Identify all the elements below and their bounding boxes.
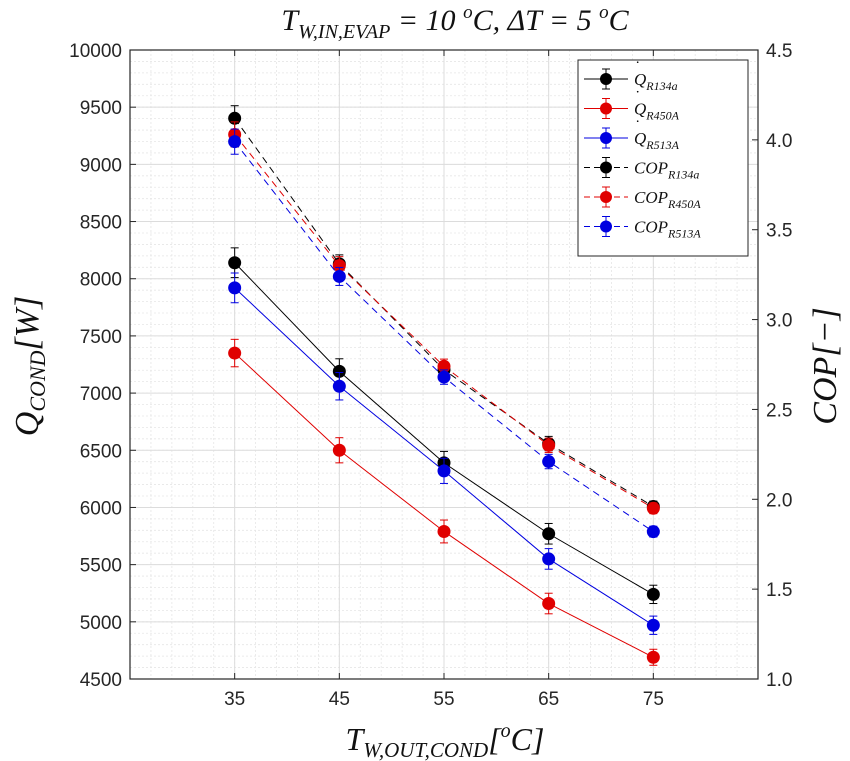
y-tick-label: 4500 bbox=[80, 670, 122, 691]
y-tick-label: 7000 bbox=[80, 384, 122, 405]
data-point-cop-r450a bbox=[542, 438, 556, 452]
series-layer bbox=[228, 105, 660, 666]
legend-label: COPR513A bbox=[634, 218, 701, 241]
data-point-q-r513a bbox=[542, 552, 556, 566]
series-q-r450a bbox=[228, 338, 660, 666]
x-tick-label: 55 bbox=[433, 689, 454, 710]
y2-tick-label: 3.0 bbox=[766, 311, 792, 332]
data-point-q-r134a bbox=[228, 256, 242, 270]
chart-title: TW,IN,EVAP = 10 oC, ΔT = 5 oC bbox=[281, 2, 629, 43]
y-tick-label: 9000 bbox=[80, 155, 122, 176]
y-tick-label: 5500 bbox=[80, 556, 122, 577]
x-tick-label: 35 bbox=[224, 689, 245, 710]
axis-ticks: 35 45 55 65 75 4500 5000 5500 6000 6500 7000 7500 80… bbox=[69, 41, 792, 710]
y2-tick-label: 1.5 bbox=[766, 580, 792, 601]
legend-label: QR134a bbox=[634, 70, 678, 93]
series-cop-r513a bbox=[228, 128, 660, 539]
legend-item-cop-r450a: COPR450A bbox=[584, 186, 701, 211]
data-point-cop-r513a bbox=[332, 269, 346, 283]
data-point-q-r450a bbox=[228, 346, 242, 360]
y-tick-label: 8000 bbox=[80, 270, 122, 291]
data-point-q-r134a bbox=[646, 587, 660, 601]
y2-tick-label: 4.0 bbox=[766, 131, 792, 152]
legend-item-q-r513a: QR513A˙ bbox=[584, 118, 680, 152]
legend-item-q-r134a: QR134a˙ bbox=[584, 59, 678, 93]
legend-label: COPR134a bbox=[634, 159, 699, 182]
data-point-q-r513a bbox=[646, 618, 660, 632]
data-point-cop-r513a bbox=[228, 135, 242, 149]
data-point-q-r450a bbox=[542, 597, 556, 611]
x-tick-label: 65 bbox=[538, 689, 559, 710]
y-tick-label: 7500 bbox=[80, 327, 122, 348]
data-point-q-r450a bbox=[646, 650, 660, 664]
data-point-q-r134a bbox=[542, 527, 556, 541]
data-point-q-r450a bbox=[332, 443, 346, 457]
data-point-cop-r513a bbox=[646, 525, 660, 539]
svg-text:COP[−]: COP[−] bbox=[807, 307, 844, 424]
y-axis-label: QCOND[W] ˙ bbox=[0, 296, 50, 443]
data-point-cop-r450a bbox=[332, 259, 346, 273]
legend-item-cop-r513a: COPR513A bbox=[584, 216, 701, 241]
y-tick-label: 6000 bbox=[80, 498, 122, 519]
y2-tick-label: 2.5 bbox=[766, 400, 792, 421]
y2-tick-label: 3.5 bbox=[766, 221, 792, 242]
legend-label: COPR450A bbox=[634, 188, 701, 211]
data-point-q-r134a bbox=[332, 364, 346, 378]
y-tick-label: 9500 bbox=[80, 98, 122, 119]
legend-marker bbox=[600, 132, 612, 144]
x-axis-label: TW,OUT,COND[oC] bbox=[346, 720, 545, 761]
legend-item-q-r450a: QR450A˙ bbox=[584, 89, 680, 123]
y2-tick-label: 2.0 bbox=[766, 490, 792, 511]
svg-text:QCOND[W]: QCOND[W] bbox=[9, 296, 50, 436]
y2-tick-label: 4.5 bbox=[766, 41, 792, 62]
data-point-q-r513a bbox=[228, 281, 242, 295]
data-point-cop-r513a bbox=[542, 455, 556, 469]
legend-marker bbox=[600, 102, 612, 115]
y2-tick-label: 1.0 bbox=[766, 670, 792, 691]
y-tick-label: 5000 bbox=[80, 613, 122, 634]
data-point-cop-r450a bbox=[646, 501, 660, 515]
data-point-cop-r513a bbox=[437, 370, 451, 384]
y-tick-label: 8500 bbox=[80, 213, 122, 234]
legend-label: QR513A bbox=[634, 129, 680, 152]
legend-marker bbox=[600, 220, 612, 233]
data-point-q-r513a bbox=[437, 464, 451, 478]
legend-dot: ˙ bbox=[635, 89, 640, 106]
q-dot: ˙ bbox=[0, 434, 15, 443]
legend-dot: ˙ bbox=[635, 59, 640, 76]
y-tick-label: 6500 bbox=[80, 441, 122, 462]
x-tick-label: 75 bbox=[643, 689, 664, 710]
legend-item-cop-r134a: COPR134a bbox=[584, 157, 699, 182]
y2-axis-label: COP[−] bbox=[807, 307, 844, 424]
legend: QR134a˙QR450A˙QR513A˙COPR134aCOPR450ACOP… bbox=[577, 59, 749, 257]
legend-label: QR450A bbox=[634, 100, 680, 123]
legend-marker bbox=[600, 161, 612, 174]
legend-marker bbox=[600, 191, 612, 203]
x-tick-label: 45 bbox=[329, 689, 350, 710]
legend-marker bbox=[600, 73, 612, 85]
series-q-r513a bbox=[228, 272, 660, 635]
legend-dot: ˙ bbox=[635, 118, 640, 135]
data-point-q-r513a bbox=[332, 379, 346, 393]
data-point-q-r450a bbox=[437, 524, 451, 538]
y-tick-label: 10000 bbox=[69, 41, 122, 62]
